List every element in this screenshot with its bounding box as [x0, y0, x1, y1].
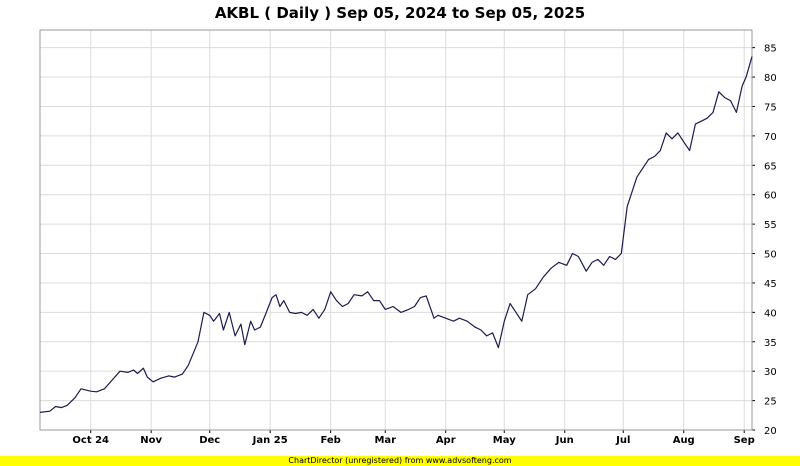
y-tick-label: 85 [764, 44, 777, 55]
y-tick-label: 55 [764, 220, 777, 231]
x-tick-label: Mar [374, 435, 396, 446]
x-tick-label: Jun [555, 435, 574, 446]
x-tick-label: Dec [199, 435, 220, 446]
y-tick-label: 25 [764, 397, 777, 408]
y-tick-label: 35 [764, 338, 777, 349]
x-tick-label: May [493, 435, 516, 446]
x-tick-label: Apr [436, 435, 456, 446]
y-tick-label: 40 [764, 308, 777, 319]
x-tick-label: Feb [320, 435, 340, 446]
x-tick-label: Nov [140, 435, 162, 446]
y-tick-label: 20 [764, 426, 777, 437]
price-line [39, 56, 753, 413]
y-tick-label: 70 [764, 132, 777, 143]
x-tick-label: Jul [615, 435, 630, 446]
y-tick-label: 45 [764, 279, 777, 290]
y-tick-label: 65 [764, 161, 777, 172]
plot-area [40, 30, 752, 430]
y-tick-label: 30 [764, 367, 777, 378]
chart-title: AKBL ( Daily ) Sep 05, 2024 to Sep 05, 2… [214, 4, 586, 22]
chartdirector-footer: ChartDirector (unregistered) from www.ad… [0, 456, 800, 466]
plot-border [39, 29, 753, 431]
chart: 20 25 30 35 40 45 50 55 60 65 70 75 80 85 Oct 24 Nov Dec… [39, 29, 777, 446]
x-tick-label: Sep [734, 435, 755, 446]
y-tick-label: 50 [764, 250, 777, 261]
x-tick-label: Aug [673, 435, 695, 446]
x-tick-label: Oct 24 [72, 435, 109, 446]
x-tick-label: Jan 25 [252, 435, 288, 446]
y-tick-label: 80 [764, 73, 777, 84]
y-tick-label: 75 [764, 102, 777, 113]
y-tick-label: 60 [764, 191, 777, 202]
